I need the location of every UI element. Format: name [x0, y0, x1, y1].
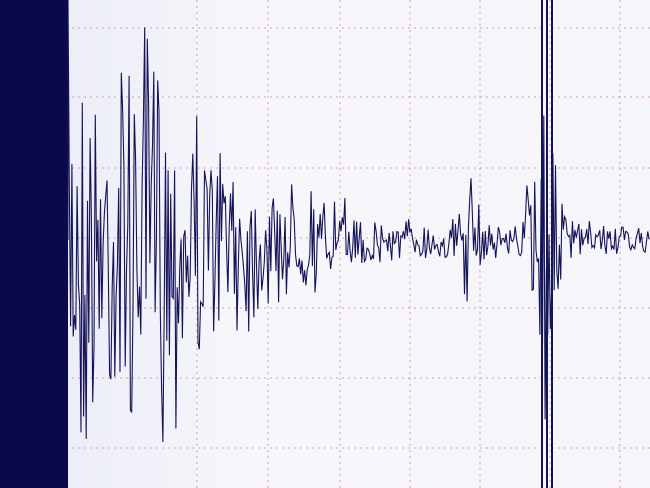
waveform-trace	[67, 0, 650, 443]
saturated-signal	[0, 0, 68, 488]
